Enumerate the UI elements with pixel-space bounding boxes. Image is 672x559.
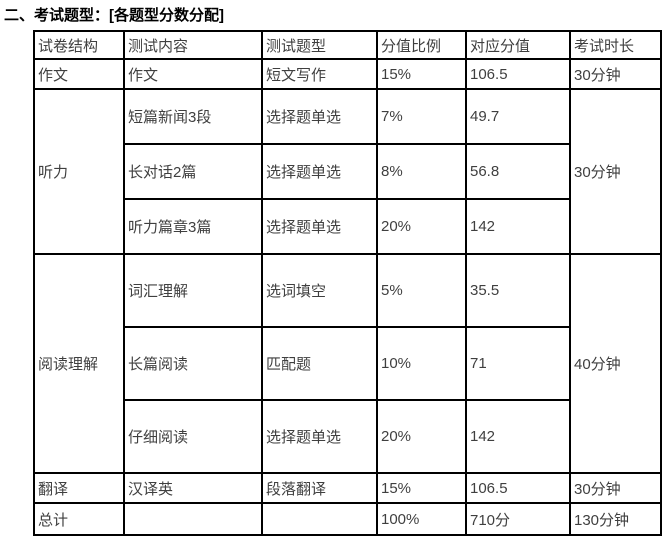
- table-row: 长篇阅读 匹配题 10% 71: [34, 326, 661, 401]
- cell-score: 142: [465, 198, 571, 255]
- cell-type: 选择题单选: [261, 143, 378, 200]
- table-total-row: 总计 100% 710分 130分钟: [33, 502, 662, 536]
- table-row: 作文 作文 短文写作 15% 106.5 30分钟: [33, 58, 662, 90]
- table-row: 长对话2篇 选择题单选 8% 56.8: [34, 143, 661, 200]
- cell-score: 142: [465, 399, 571, 474]
- cell-ratio: 100%: [376, 502, 467, 536]
- cell-ratio: 8%: [376, 143, 467, 200]
- cell-content: 词汇理解: [123, 253, 263, 328]
- cell-type: 匹配题: [261, 326, 378, 401]
- header-cell-ratio: 分值比例: [376, 30, 467, 60]
- cell-ratio: 15%: [376, 472, 467, 504]
- header-cell-type: 测试题型: [261, 30, 378, 60]
- cell-duration: 30分钟: [569, 472, 662, 504]
- exam-score-table: 试卷结构 测试内容 测试题型 分值比例 对应分值 考试时长 作文 作文 短文写作…: [33, 30, 662, 536]
- cell-duration: 130分钟: [569, 502, 662, 536]
- cell-content: 汉译英: [123, 472, 263, 504]
- cell-section: 总计: [33, 502, 125, 536]
- cell-type: 选词填空: [261, 253, 378, 328]
- cell-score: 710分: [465, 502, 571, 536]
- cell-content: 短篇新闻3段: [123, 88, 263, 145]
- cell-ratio: 7%: [376, 88, 467, 145]
- cell-content: 仔细阅读: [123, 399, 263, 474]
- cell-type: 段落翻译: [261, 472, 378, 504]
- cell-content: 长篇阅读: [123, 326, 263, 401]
- cell-content: [123, 502, 263, 536]
- cell-section: 阅读理解: [33, 253, 125, 474]
- table-row: 阅读理解 词汇理解 选词填空 5% 35.5 40分钟: [33, 253, 662, 474]
- table-row: 听力篇章3篇 选择题单选 20% 142: [34, 198, 661, 255]
- cell-content: 长对话2篇: [123, 143, 263, 200]
- cell-content: 作文: [123, 58, 263, 90]
- cell-ratio: 5%: [376, 253, 467, 328]
- cell-section: 听力: [33, 88, 125, 255]
- cell-score: 49.7: [465, 88, 571, 145]
- cell-section: 翻译: [33, 472, 125, 504]
- table-row: 翻译 汉译英 段落翻译 15% 106.5 30分钟: [33, 472, 662, 504]
- cell-score: 35.5: [465, 253, 571, 328]
- page-title: 二、考试题型：[各题型分数分配]: [4, 7, 224, 24]
- cell-type: 短文写作: [261, 58, 378, 90]
- cell-ratio: 20%: [376, 399, 467, 474]
- cell-ratio: 15%: [376, 58, 467, 90]
- table-row: 仔细阅读 选择题单选 20% 142: [34, 399, 661, 474]
- cell-ratio: 10%: [376, 326, 467, 401]
- cell-type: [261, 502, 378, 536]
- header-cell-score: 对应分值: [465, 30, 571, 60]
- table-row: 听力 短篇新闻3段 选择题单选 7% 49.7 30分钟: [33, 88, 662, 255]
- table-header-row: 试卷结构 测试内容 测试题型 分值比例 对应分值 考试时长: [33, 30, 662, 60]
- cell-duration: 40分钟: [569, 253, 662, 474]
- cell-type: 选择题单选: [261, 399, 378, 474]
- cell-section: 作文: [33, 58, 125, 90]
- cell-content: 听力篇章3篇: [123, 198, 263, 255]
- header-cell-content: 测试内容: [123, 30, 263, 60]
- cell-score: 56.8: [465, 143, 571, 200]
- cell-duration: 30分钟: [569, 88, 662, 255]
- cell-type: 选择题单选: [261, 198, 378, 255]
- cell-score: 106.5: [465, 472, 571, 504]
- header-cell-structure: 试卷结构: [33, 30, 125, 60]
- header-cell-duration: 考试时长: [569, 30, 662, 60]
- cell-duration: 30分钟: [569, 58, 662, 90]
- cell-type: 选择题单选: [261, 88, 378, 145]
- cell-ratio: 20%: [376, 198, 467, 255]
- cell-score: 106.5: [465, 58, 571, 90]
- cell-score: 71: [465, 326, 571, 401]
